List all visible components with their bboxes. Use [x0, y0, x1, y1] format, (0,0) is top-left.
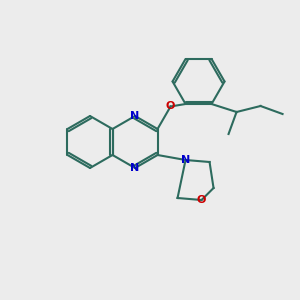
Text: O: O — [166, 101, 175, 112]
Text: N: N — [130, 163, 140, 173]
Text: N: N — [181, 155, 190, 165]
Text: N: N — [130, 111, 140, 121]
Text: O: O — [197, 195, 206, 205]
